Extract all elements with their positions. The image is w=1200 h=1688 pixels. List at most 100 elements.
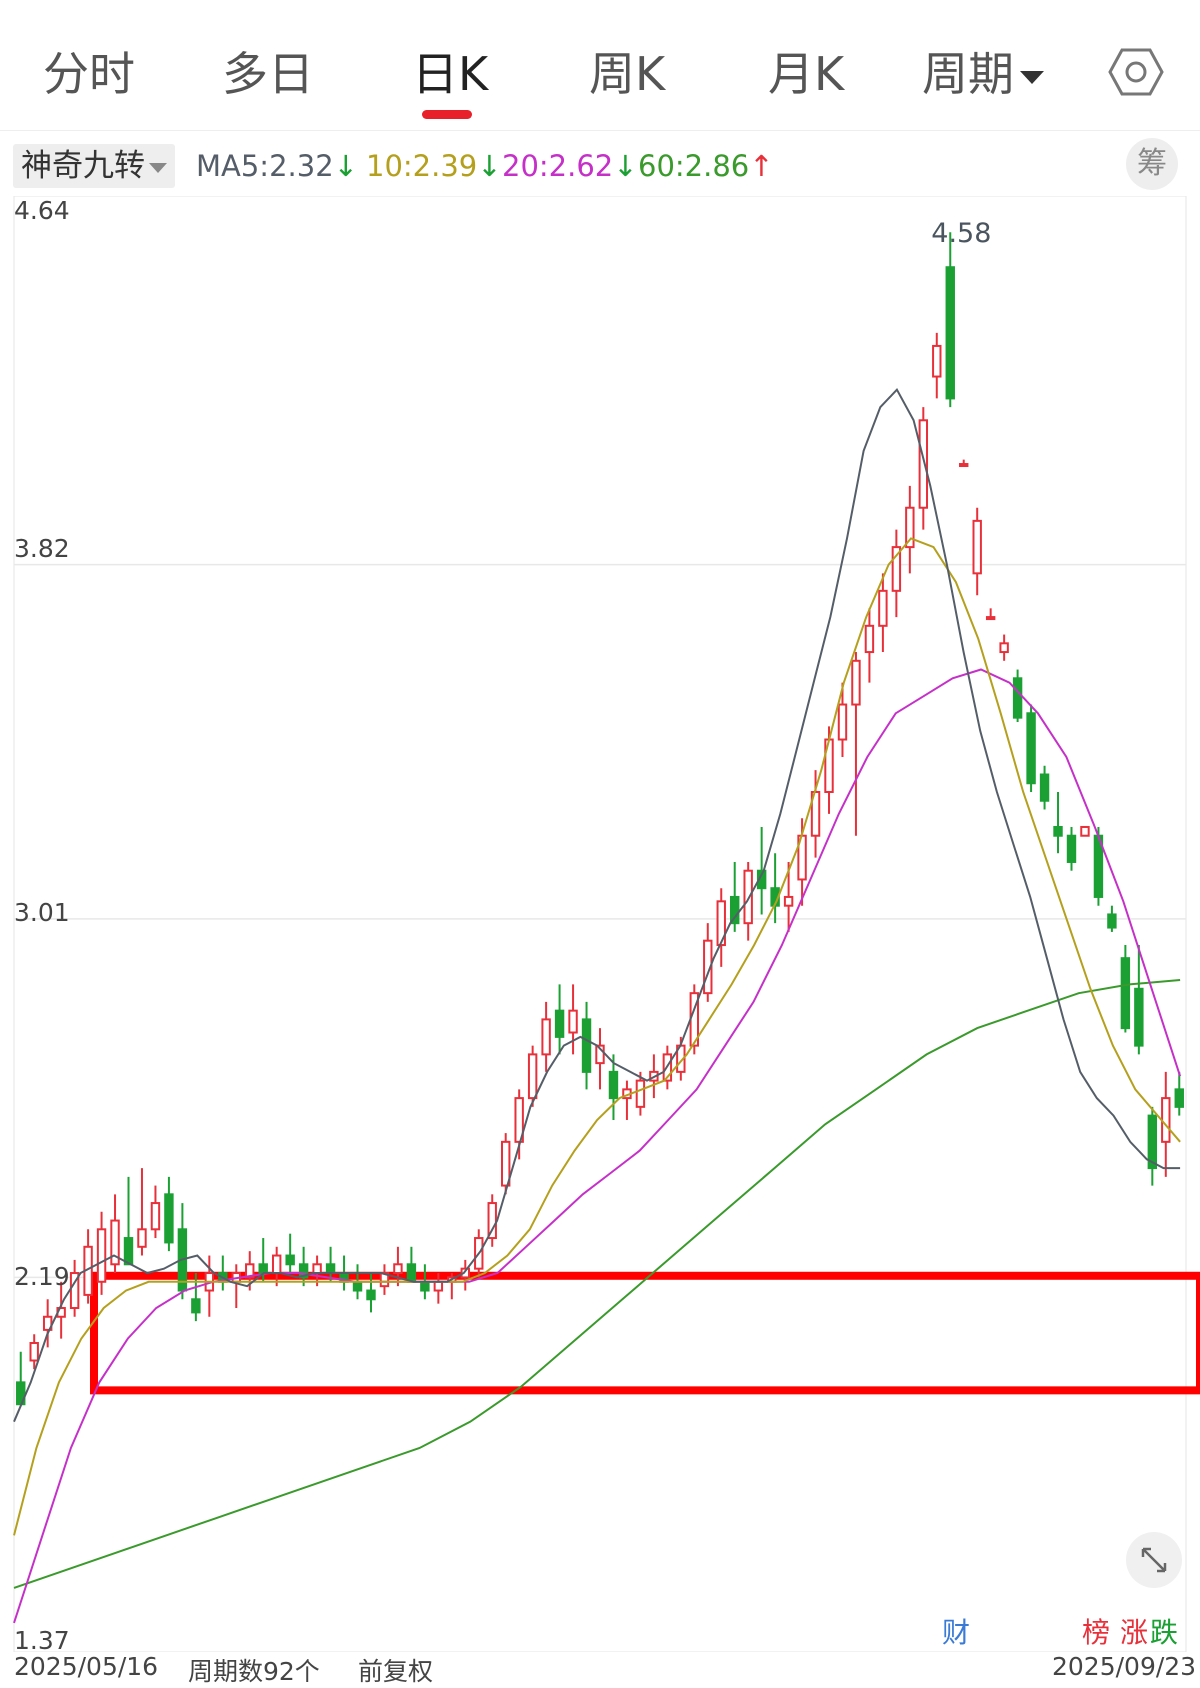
end-date: 2025/09/23 xyxy=(1052,1652,1197,1681)
candle-body xyxy=(1080,825,1090,837)
candle-body xyxy=(29,1342,39,1362)
ma10-label: 10: xyxy=(366,149,413,183)
ma5-value: 2.32 xyxy=(269,149,334,183)
ma60-line xyxy=(13,979,1181,1589)
indicator-select[interactable]: 神奇九转 xyxy=(13,144,175,188)
ma5-label: MA5: xyxy=(196,149,270,183)
candle-body xyxy=(743,869,753,925)
candle-body xyxy=(581,1018,592,1073)
candle-body xyxy=(1039,773,1050,802)
candle-body xyxy=(1120,957,1131,1030)
candle-body xyxy=(1066,834,1077,863)
candle-body xyxy=(527,1053,538,1100)
chip-distribution-button[interactable]: 筹 xyxy=(1126,138,1178,190)
candle-body xyxy=(500,1140,511,1187)
finance-badge[interactable]: 财 xyxy=(942,1616,971,1649)
candle-body xyxy=(595,1044,605,1065)
candle-body xyxy=(285,1254,295,1266)
down-arrow-icon: ↓ xyxy=(477,149,502,183)
ma5-readout: MA5:2.32↓ xyxy=(196,146,358,186)
candle-body xyxy=(891,546,902,592)
candle-body xyxy=(1134,987,1144,1047)
expand-icon[interactable] xyxy=(1126,1532,1182,1588)
y-axis-label: 2.19 xyxy=(14,1262,70,1291)
tab-weekly-k[interactable]: 周K xyxy=(589,47,666,101)
ma60-value: 2.86 xyxy=(684,149,750,183)
candle-body xyxy=(96,1228,107,1283)
candle-body xyxy=(298,1263,309,1279)
y-axis-label-max: 4.64 xyxy=(14,196,70,225)
candle-body xyxy=(985,616,996,621)
candle-body xyxy=(487,1202,497,1240)
ma60-label: 60: xyxy=(638,149,685,183)
indicator-name: 神奇九转 xyxy=(21,148,145,184)
down-arrow-icon: ↓ xyxy=(333,149,358,183)
candle-body xyxy=(191,1298,201,1314)
ma20-label: 20: xyxy=(502,149,549,183)
limit-down-badge[interactable]: 跌 xyxy=(1150,1616,1179,1649)
settings-icon[interactable] xyxy=(1108,46,1164,98)
candle-body xyxy=(1174,1088,1184,1108)
ma20-line xyxy=(13,668,1182,1624)
period-count: 周期数92个 xyxy=(188,1657,320,1686)
candle-body xyxy=(312,1263,322,1275)
candle-body xyxy=(245,1263,255,1279)
ma5-line xyxy=(13,388,1181,1423)
down-arrow-icon: ↓ xyxy=(613,149,638,183)
candle-body xyxy=(352,1280,363,1292)
ma10-readout: 10:2.39↓ xyxy=(366,146,502,186)
candle-body xyxy=(164,1193,174,1244)
candle-body xyxy=(972,519,982,575)
candle-body xyxy=(635,1079,646,1108)
ma10-line xyxy=(13,537,1181,1536)
ma60-readout: 60:2.86↑ xyxy=(638,146,774,186)
candle-body xyxy=(110,1219,120,1266)
candle-body xyxy=(137,1228,147,1248)
highlight-box xyxy=(90,1271,1200,1395)
candle-body xyxy=(716,900,726,947)
candle-body xyxy=(837,703,848,741)
candle-body xyxy=(1107,913,1117,929)
candle-body xyxy=(420,1280,430,1292)
chevron-down-icon xyxy=(1020,71,1044,84)
candle-body xyxy=(703,939,713,995)
candlestick-chart[interactable]: 4.58 xyxy=(0,196,1200,1652)
tab-period-label: 周期 xyxy=(922,47,1014,101)
tab-minute[interactable]: 分时 xyxy=(43,47,135,101)
candle-body xyxy=(366,1289,376,1301)
candle-body xyxy=(932,344,942,378)
candle-body xyxy=(325,1263,336,1275)
candle-body xyxy=(864,624,875,654)
up-arrow-icon: ↑ xyxy=(749,149,774,183)
candle-body xyxy=(541,1018,551,1056)
candle-body xyxy=(608,1070,619,1100)
adjust-mode: 前复权 xyxy=(358,1657,434,1686)
tab-daily-k[interactable]: 日K xyxy=(412,47,489,101)
candle-body xyxy=(730,895,740,925)
candle-body xyxy=(1053,825,1063,837)
candle-body xyxy=(393,1263,403,1275)
ma10-value: 2.39 xyxy=(412,149,478,183)
candle-body xyxy=(433,1280,444,1292)
candle-body xyxy=(1147,1114,1158,1170)
candle-body xyxy=(918,419,929,509)
ma20-value: 2.62 xyxy=(548,149,614,183)
peak-price-label: 4.58 xyxy=(931,218,991,249)
candle-body xyxy=(568,1009,578,1034)
tab-multi-day[interactable]: 多日 xyxy=(222,47,314,101)
limit-up-badge[interactable]: 涨 xyxy=(1120,1616,1149,1649)
candle-body xyxy=(905,506,915,549)
candle-body xyxy=(1012,677,1023,719)
tab-monthly-k[interactable]: 月K xyxy=(768,47,845,101)
tab-period-dropdown[interactable]: 周期 xyxy=(922,38,1044,104)
candle-body xyxy=(1026,712,1036,785)
candle-body xyxy=(999,642,1009,654)
ma20-readout: 20:2.62↓ xyxy=(502,146,638,186)
ranking-badge[interactable]: 榜 xyxy=(1082,1616,1111,1649)
candle-body xyxy=(406,1263,417,1283)
y-axis-label: 3.01 xyxy=(14,898,70,927)
candle-body xyxy=(1161,1097,1171,1143)
candle-body xyxy=(42,1315,53,1331)
candle-body xyxy=(123,1237,134,1266)
y-axis-label: 3.82 xyxy=(14,534,70,563)
